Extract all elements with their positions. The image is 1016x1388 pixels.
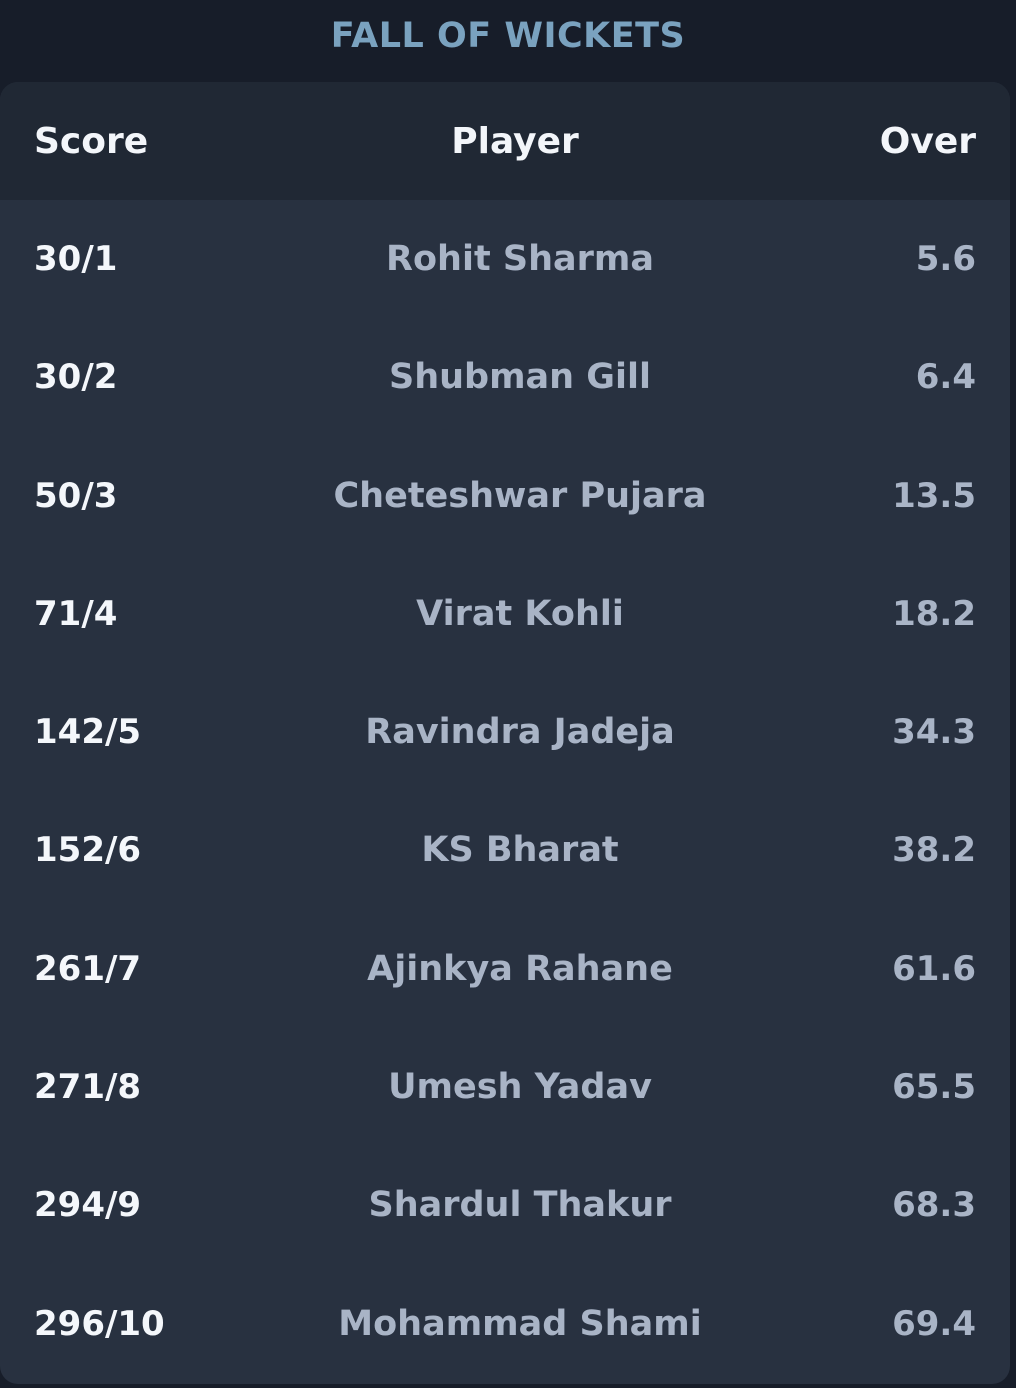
wicket-over: 13.5 (892, 475, 976, 516)
wicket-score: 71/4 (34, 593, 118, 634)
table-row: 261/7 Ajinkya Rahane 61.6 (0, 910, 1010, 1028)
wicket-over: 65.5 (892, 1067, 976, 1108)
wicket-over: 34.3 (892, 712, 976, 753)
wicket-player: Mohammad Shami (338, 1303, 702, 1344)
table-row: 30/1 Rohit Sharma 5.6 (0, 200, 1010, 318)
wicket-score: 142/5 (34, 712, 142, 753)
column-header-score: Score (34, 120, 149, 162)
table-body: 30/1 Rohit Sharma 5.6 30/2 Shubman Gill … (0, 200, 1010, 1383)
wicket-score: 50/3 (34, 475, 118, 516)
table-row: 271/8 Umesh Yadav 65.5 (0, 1028, 1010, 1146)
wicket-over: 38.2 (892, 830, 976, 871)
table-row: 296/10 Mohammad Shami 69.4 (0, 1265, 1010, 1383)
wicket-player: Rohit Sharma (386, 239, 654, 279)
wicket-score: 294/9 (34, 1185, 142, 1226)
wicket-player: Shubman Gill (388, 357, 651, 398)
column-header-player: Player (451, 120, 579, 162)
wicket-score: 261/7 (34, 948, 142, 989)
wicket-score: 271/8 (34, 1067, 142, 1108)
wicket-player: Cheteshwar Pujara (333, 475, 707, 516)
wicket-score: 296/10 (34, 1303, 165, 1344)
wicket-over: 68.3 (892, 1185, 976, 1226)
wicket-player: Ravindra Jadeja (365, 712, 675, 753)
wicket-player: KS Bharat (421, 830, 619, 871)
wicket-over: 5.6 (915, 239, 976, 279)
wicket-player: Shardul Thakur (368, 1185, 672, 1226)
wicket-over: 6.4 (915, 357, 976, 398)
table-row: 30/2 Shubman Gill 6.4 (0, 318, 1010, 436)
table-row: 50/3 Cheteshwar Pujara 13.5 (0, 437, 1010, 555)
section-title: FALL OF WICKETS (330, 16, 686, 56)
table-header: Score Player Over (0, 82, 1010, 200)
wicket-player: Virat Kohli (416, 593, 624, 634)
wicket-player: Umesh Yadav (388, 1067, 652, 1108)
wicket-player: Ajinkya Rahane (367, 948, 673, 989)
wicket-score: 30/1 (34, 239, 118, 279)
table-row: 71/4 Virat Kohli 18.2 (0, 555, 1010, 673)
wicket-over: 18.2 (892, 593, 976, 634)
fall-of-wickets-table: Score Player Over 30/1 Rohit Sharma 5.6 … (0, 82, 1010, 1384)
wicket-over: 69.4 (892, 1303, 976, 1344)
table-row: 294/9 Shardul Thakur 68.3 (0, 1146, 1010, 1264)
wicket-score: 152/6 (34, 830, 142, 871)
wicket-score: 30/2 (34, 357, 118, 398)
table-row: 152/6 KS Bharat 38.2 (0, 791, 1010, 909)
wicket-over: 61.6 (892, 948, 976, 989)
column-header-over: Over (879, 120, 976, 162)
table-row: 142/5 Ravindra Jadeja 34.3 (0, 673, 1010, 791)
